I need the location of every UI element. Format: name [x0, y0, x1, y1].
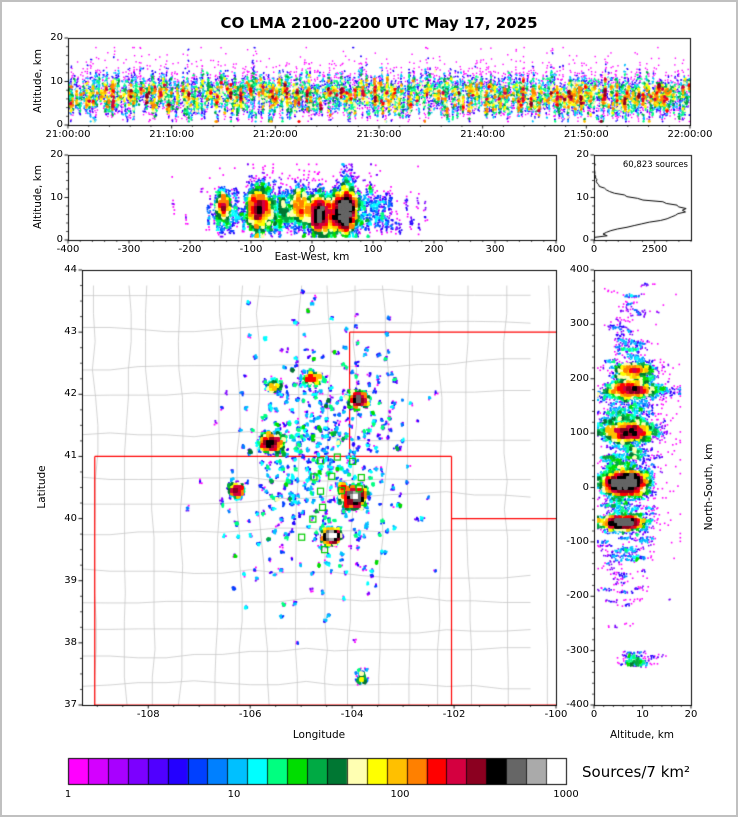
- ns-tick-label: 300: [569, 318, 589, 330]
- altitude-tick-label: 0: [582, 234, 589, 245]
- latitude-tick-label: 42: [64, 388, 77, 400]
- map-xlabel: Longitude: [292, 729, 346, 741]
- ns-tick-label: 100: [569, 427, 589, 439]
- ns-tick-label: 200: [569, 372, 589, 384]
- ew-tick-label: 300: [485, 244, 505, 255]
- ew-tick-label: 200: [424, 244, 444, 255]
- histogram-count-tick-label: 0: [590, 244, 598, 255]
- latitude-tick-label: 43: [64, 326, 77, 338]
- latitude-tick-label: 39: [64, 574, 77, 586]
- histogram-count-tick-label: 2500: [641, 244, 668, 255]
- ew-panel-xlabel: East-West, km: [274, 251, 350, 263]
- ew-tick-label: 0: [308, 244, 316, 255]
- altitude-tick-label: 0: [56, 119, 63, 130]
- altitude-tick-label: 10: [50, 75, 63, 87]
- time-tick-label: 21:50:00: [563, 129, 609, 140]
- ew-panel-ylabel: Altitude, km: [32, 164, 44, 230]
- time-tick-label: 22:00:00: [667, 129, 713, 140]
- colorbar-label: Sources/7 km²: [582, 763, 691, 781]
- longitude-tick-label: -106: [238, 709, 262, 720]
- longitude-tick-label: -108: [136, 709, 160, 720]
- ns-tick-label: -300: [566, 644, 589, 656]
- ew-tick-label: 400: [546, 244, 566, 255]
- latitude-tick-label: 37: [64, 699, 77, 710]
- ew-tick-label: 100: [363, 244, 383, 255]
- altitude-tick-label: 10: [576, 191, 589, 203]
- altitude-tick-label: 20: [50, 149, 63, 160]
- ew-tick-label: -400: [56, 244, 80, 255]
- figure-title: CO LMA 2100-2200 UTC May 17, 2025: [220, 14, 538, 32]
- source-count-annotation: 60,823 sources: [622, 160, 688, 170]
- longitude-tick-label: -104: [340, 709, 364, 720]
- latitude-tick-label: 38: [64, 636, 77, 648]
- time-tick-label: 21:10:00: [149, 129, 195, 140]
- latitude-tick-label: 40: [64, 512, 77, 524]
- altitude-tick-label: 20: [684, 709, 698, 720]
- time-tick-label: 21:00:00: [45, 129, 91, 140]
- colorbar-tick-label: 1: [64, 789, 72, 800]
- time-tick-label: 21:40:00: [460, 129, 506, 140]
- ns-panel-xlabel: Altitude, km: [609, 729, 675, 741]
- time-tick-label: 21:20:00: [252, 129, 298, 140]
- ns-panel-ylabel: North-South, km: [703, 443, 715, 531]
- latitude-tick-label: 41: [64, 450, 77, 462]
- longitude-tick-label: -102: [442, 709, 466, 720]
- altitude-tick-label: 20: [576, 149, 589, 160]
- colorbar-tick-label: 100: [390, 789, 410, 800]
- ew-tick-label: -100: [239, 244, 263, 255]
- ns-tick-label: -200: [566, 590, 589, 602]
- altitude-tick-label: 10: [636, 709, 649, 720]
- ew-tick-label: -300: [117, 244, 141, 255]
- map-ylabel: Latitude: [36, 465, 48, 509]
- colorbar-tick-label: 1000: [553, 789, 579, 800]
- time-tick-label: 21:30:00: [356, 129, 402, 140]
- ns-tick-label: 400: [569, 264, 589, 275]
- time-panel-ylabel: Altitude, km: [32, 48, 44, 114]
- colorbar-tick-label: 10: [227, 789, 241, 800]
- longitude-tick-label: -100: [544, 709, 568, 720]
- ns-tick-label: -400: [566, 699, 589, 710]
- altitude-tick-label: 0: [56, 234, 63, 245]
- altitude-tick-label: 20: [50, 32, 63, 43]
- ew-tick-label: -200: [178, 244, 202, 255]
- altitude-tick-label: 10: [50, 191, 63, 203]
- ns-tick-label: -100: [566, 535, 589, 547]
- ns-tick-label: 0: [582, 481, 589, 493]
- altitude-tick-label: 0: [590, 709, 598, 720]
- latitude-tick-label: 44: [64, 264, 77, 275]
